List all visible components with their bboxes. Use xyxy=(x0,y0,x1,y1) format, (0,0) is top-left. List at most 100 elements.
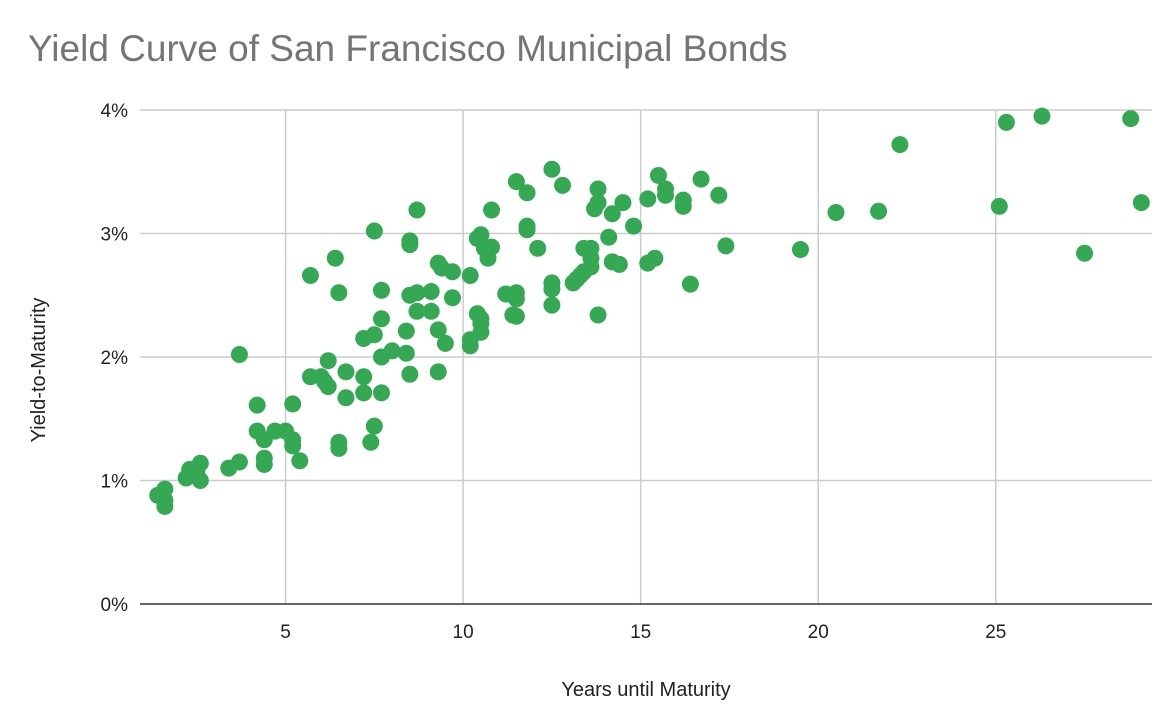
data-point xyxy=(191,454,209,472)
data-point xyxy=(372,310,390,328)
data-point xyxy=(891,136,909,154)
data-point xyxy=(1033,107,1051,125)
data-point xyxy=(372,384,390,402)
data-point xyxy=(330,284,348,302)
data-point xyxy=(408,201,426,219)
data-point xyxy=(582,239,600,257)
data-point xyxy=(997,113,1015,131)
data-point xyxy=(408,302,426,320)
data-point xyxy=(326,249,344,267)
data-point xyxy=(337,363,355,381)
data-point xyxy=(230,346,248,364)
data-point xyxy=(529,239,547,257)
data-point xyxy=(554,176,572,194)
data-point xyxy=(408,284,426,302)
data-point xyxy=(483,238,501,256)
data-point xyxy=(284,437,302,455)
data-point xyxy=(518,184,536,202)
data-point xyxy=(355,384,373,402)
data-point xyxy=(284,395,302,413)
data-point xyxy=(543,160,561,178)
data-point xyxy=(600,228,618,246)
data-point xyxy=(646,249,664,267)
data-point xyxy=(401,365,419,383)
x-tick-label: 20 xyxy=(808,622,829,643)
data-point xyxy=(649,166,667,184)
data-point xyxy=(610,255,628,273)
data-point xyxy=(443,289,461,307)
data-point xyxy=(397,344,415,362)
x-tick-label: 15 xyxy=(630,622,651,643)
y-tick-label: 3% xyxy=(101,225,129,246)
data-point xyxy=(362,433,380,451)
data-point xyxy=(507,173,525,191)
data-point xyxy=(827,204,845,222)
data-point xyxy=(710,186,728,204)
data-point xyxy=(319,378,337,396)
x-axis-title: Years until Maturity xyxy=(561,679,730,701)
x-tick-label: 10 xyxy=(453,622,474,643)
data-point xyxy=(603,205,621,223)
y-tick-label: 1% xyxy=(101,472,129,493)
data-point xyxy=(248,396,266,414)
data-point xyxy=(383,342,401,360)
data-point xyxy=(681,275,699,293)
data-point xyxy=(337,389,355,407)
data-point xyxy=(422,283,440,301)
data-point xyxy=(472,226,490,244)
data-point xyxy=(472,310,490,328)
data-point xyxy=(365,222,383,240)
tick-labels: 0% 1% 2% 3% 4% 5 10 15 20 25 xyxy=(101,101,1007,643)
data-point xyxy=(443,263,461,281)
data-point xyxy=(330,439,348,457)
data-point xyxy=(422,302,440,320)
data-point xyxy=(507,290,525,308)
data-point xyxy=(156,497,174,515)
data-point xyxy=(191,472,209,489)
data-point xyxy=(461,337,479,355)
data-point xyxy=(255,455,273,473)
data-point xyxy=(614,194,632,212)
data-point xyxy=(1122,110,1140,128)
y-tick-label: 2% xyxy=(101,348,129,369)
data-point xyxy=(372,281,390,299)
data-point xyxy=(355,368,373,386)
y-tick-label: 0% xyxy=(101,595,129,616)
data-point xyxy=(589,194,607,212)
data-point xyxy=(397,322,415,340)
data-point xyxy=(791,241,809,259)
data-point xyxy=(429,363,447,381)
data-point xyxy=(518,221,536,239)
data-point xyxy=(436,334,454,352)
data-point xyxy=(717,237,735,255)
data-point xyxy=(365,326,383,344)
x-tick-label: 5 xyxy=(280,622,291,643)
data-point xyxy=(589,180,607,198)
data-point xyxy=(230,453,248,471)
data-point xyxy=(461,266,479,284)
y-axis-title: Yield-to-Maturity xyxy=(28,298,50,443)
data-point xyxy=(483,201,501,219)
data-point xyxy=(401,232,419,250)
grid-lines xyxy=(140,109,1152,604)
data-point xyxy=(625,217,643,235)
data-point xyxy=(319,352,337,370)
chart-title: Yield Curve of San Francisco Municipal B… xyxy=(28,28,788,69)
data-point xyxy=(543,274,561,292)
data-point xyxy=(365,417,383,435)
data-point xyxy=(429,321,447,339)
data-point xyxy=(990,197,1008,215)
y-tick-label: 4% xyxy=(101,101,129,122)
data-point xyxy=(507,307,525,325)
data-point xyxy=(543,296,561,314)
data-point xyxy=(1132,194,1150,212)
x-tick-label: 25 xyxy=(985,622,1006,643)
data-point xyxy=(301,266,319,284)
data-point xyxy=(674,191,692,209)
data-points xyxy=(149,107,1150,515)
data-point xyxy=(639,190,657,208)
data-point xyxy=(657,180,675,198)
data-point xyxy=(870,202,888,220)
data-point xyxy=(1076,244,1094,262)
